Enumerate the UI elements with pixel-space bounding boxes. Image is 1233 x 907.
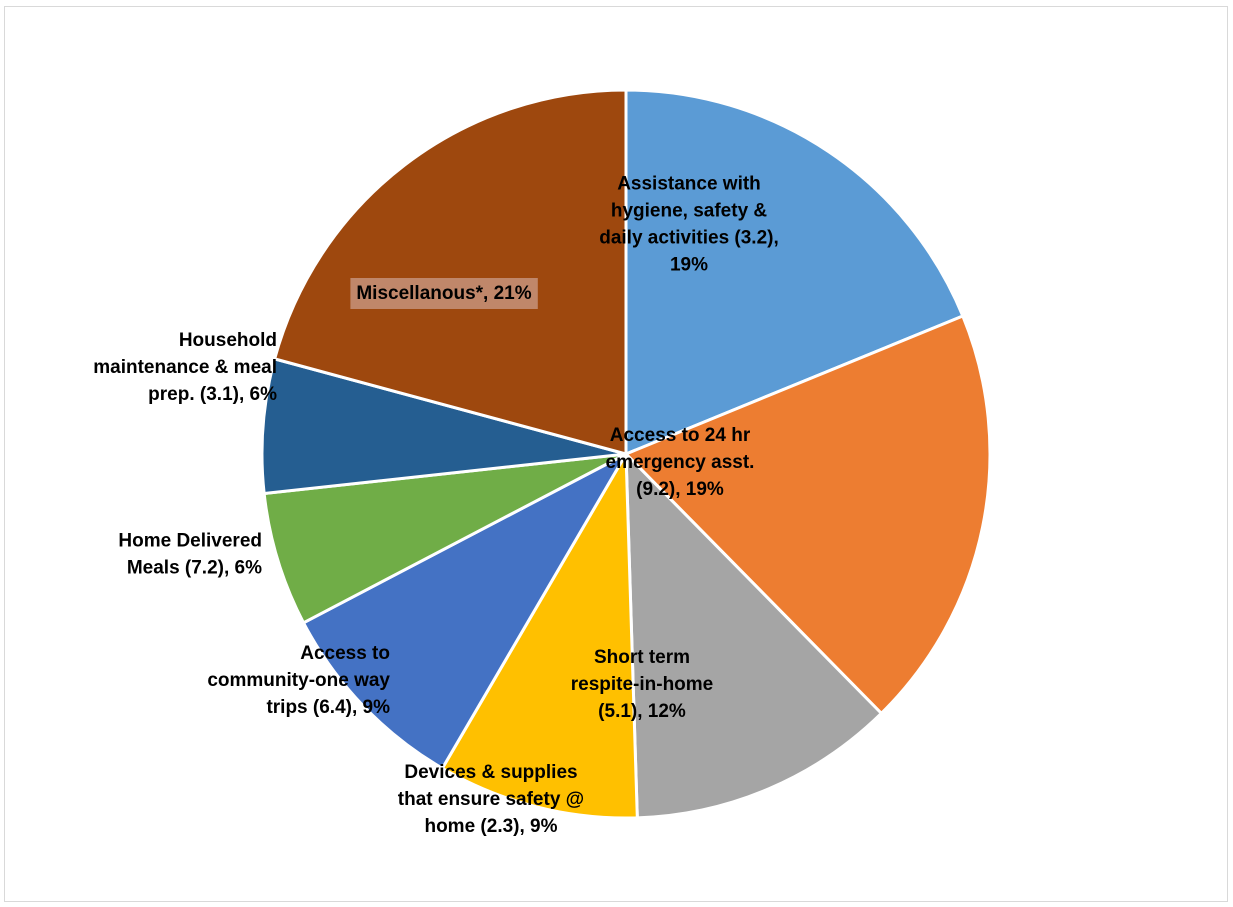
data-label-group: Home Delivered Meals (7.2), 6% [118, 531, 262, 579]
data-label-line: 19% [670, 255, 708, 276]
data-label-line: Home Delivered [118, 531, 262, 552]
pie-slice [260, 357, 628, 496]
data-label: Devices & supplies that ensure safety @ ho… [398, 762, 584, 837]
data-label-line: maintenance & meal [93, 357, 277, 378]
data-label: Miscellanous*, 21% [356, 283, 531, 304]
data-label-line: Access to 24 hr [610, 425, 751, 446]
data-label-line: Household [179, 330, 277, 351]
data-label-group: Access to 24 hr emergency asst. (9.2), 19% [606, 425, 755, 500]
data-label-group: Access to community-one way trips (6.4), 9… [207, 643, 390, 718]
data-label-line: respite-in-home [571, 674, 714, 695]
data-label-line: (9.2), 19% [636, 479, 724, 500]
data-label: Short term respite-in-home (5.1), 12% [571, 647, 714, 722]
data-label-group: Assistance with hygiene, safety & daily ac… [599, 174, 779, 276]
data-label-line: daily activities (3.2), [599, 228, 779, 249]
data-label-line: Assistance with [617, 174, 761, 195]
data-label: Assistance with hygiene, safety & daily ac… [599, 174, 779, 276]
data-label-line: Miscellanous*, 21% [356, 283, 531, 304]
data-label: Access to 24 hr emergency asst. (9.2), 19% [606, 425, 755, 500]
data-label-background [350, 278, 538, 309]
data-label-line: Access to [300, 643, 390, 664]
pie-slice [262, 452, 628, 625]
data-label-line: Meals (7.2), 6% [127, 558, 262, 579]
pie-slice [624, 88, 965, 456]
data-label-line: emergency asst. [606, 452, 755, 473]
data-label: Home Delivered Meals (7.2), 6% [118, 531, 262, 579]
chart-frame: Assistance with hygiene, safety & daily ac… [4, 6, 1228, 902]
pie-slice [273, 88, 628, 456]
data-label-line: trips (6.4), 9% [266, 697, 390, 718]
pie-chart: Assistance with hygiene, safety & daily ac… [93, 88, 992, 838]
data-label-group: Short term respite-in-home (5.1), 12% [571, 647, 714, 722]
data-label-line: Devices & supplies [404, 762, 577, 783]
data-label: Access to community-one way trips (6.4), 9… [207, 643, 390, 718]
pie-slice [624, 314, 992, 715]
data-label-group: Household maintenance & meal prep. (3.1), … [93, 330, 277, 405]
data-label-line: home (2.3), 9% [424, 816, 557, 837]
data-label-line: prep. (3.1), 6% [148, 384, 277, 405]
data-label-group: Miscellanous*, 21% [350, 278, 538, 309]
data-label-line: community-one way [207, 670, 390, 691]
data-label-line: (5.1), 12% [598, 701, 686, 722]
pie-slice [440, 452, 639, 820]
data-label-line: that ensure safety @ [398, 789, 584, 810]
data-label-line: Short term [594, 647, 690, 668]
pie-slices [260, 88, 992, 820]
data-label: Household maintenance & meal prep. (3.1), … [93, 330, 277, 405]
pie-data-labels: Assistance with hygiene, safety & daily ac… [93, 174, 779, 838]
data-label-group: Devices & supplies that ensure safety @ ho… [398, 762, 584, 837]
pie-slice [624, 452, 883, 820]
pie-slice [301, 452, 628, 770]
data-label-line: hygiene, safety & [611, 201, 768, 222]
